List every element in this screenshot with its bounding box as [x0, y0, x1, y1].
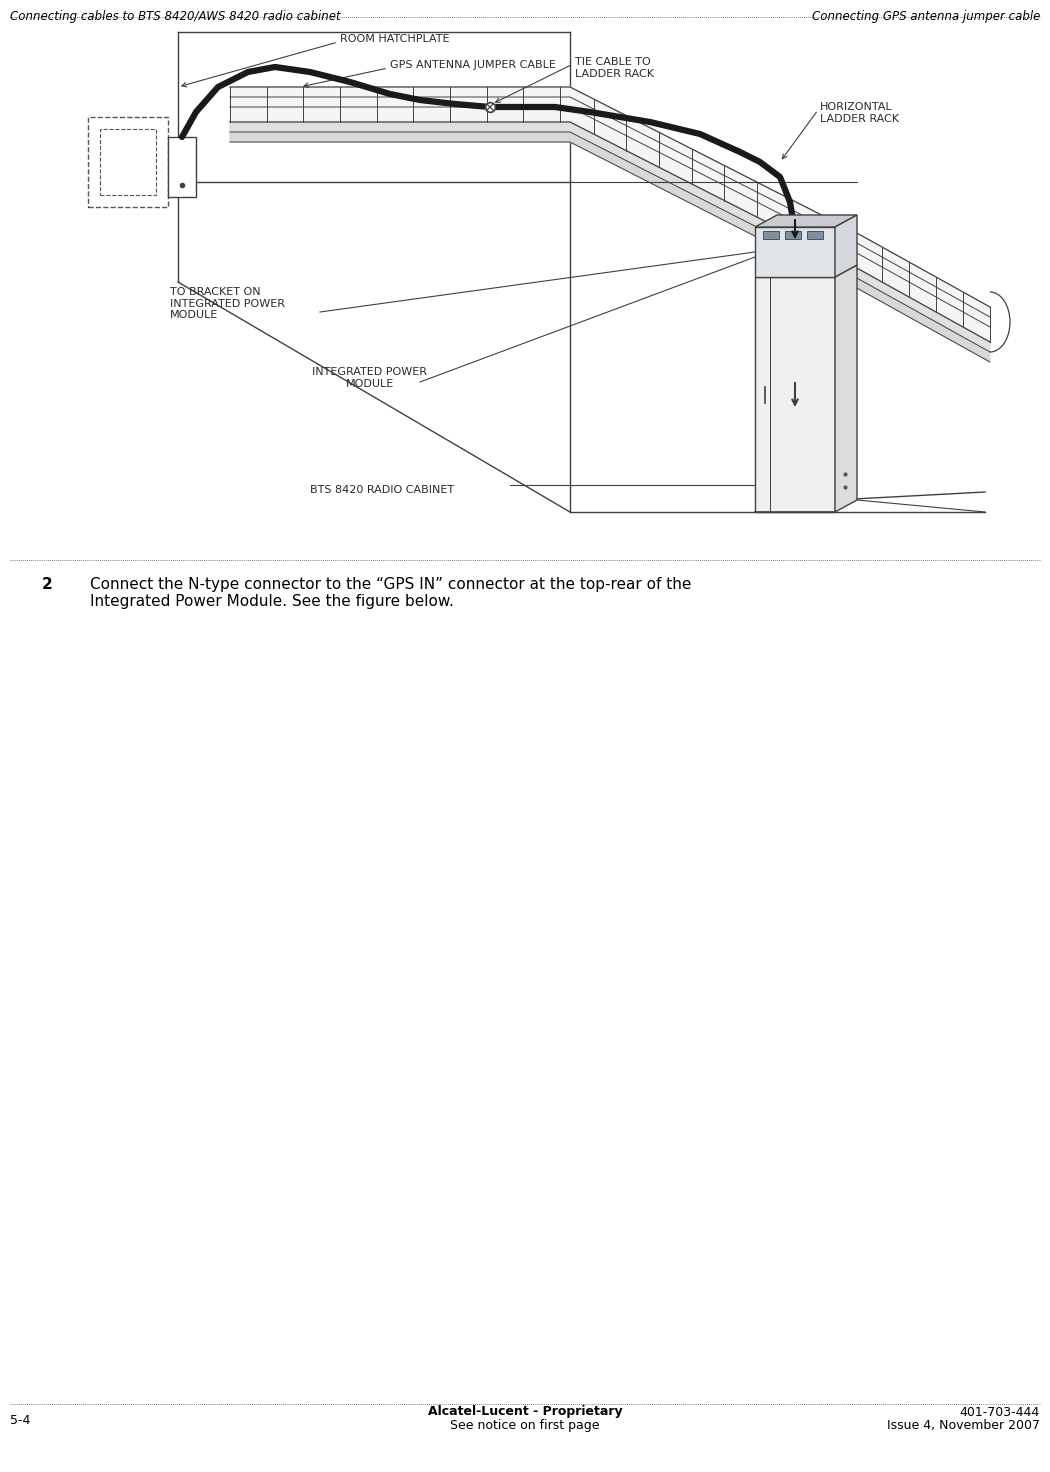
Text: Connecting GPS antenna jumper cable: Connecting GPS antenna jumper cable: [812, 10, 1040, 24]
Polygon shape: [230, 132, 855, 287]
Polygon shape: [855, 277, 990, 362]
Polygon shape: [230, 122, 855, 277]
Text: Connect the N-type connector to the “GPS IN” connector at the top-rear of the
In: Connect the N-type connector to the “GPS…: [90, 577, 691, 609]
Polygon shape: [230, 87, 855, 266]
Bar: [88, 116, 168, 208]
Polygon shape: [755, 215, 857, 227]
Bar: [763, 231, 779, 238]
Text: 401-703-444: 401-703-444: [960, 1406, 1040, 1419]
Bar: [100, 130, 156, 194]
Text: See notice on first page: See notice on first page: [450, 1419, 600, 1432]
Text: TO BRACKET ON
INTEGRATED POWER
MODULE: TO BRACKET ON INTEGRATED POWER MODULE: [170, 287, 285, 321]
Text: 5-4: 5-4: [10, 1413, 30, 1426]
Text: 2: 2: [42, 577, 52, 592]
Bar: [755, 277, 835, 512]
Text: HORIZONTAL
LADDER RACK: HORIZONTAL LADDER RACK: [820, 102, 899, 124]
Text: ROOM HATCHPLATE: ROOM HATCHPLATE: [340, 34, 449, 44]
Polygon shape: [855, 266, 990, 352]
Polygon shape: [855, 233, 990, 342]
Text: Connecting cables to BTS 8420/AWS 8420 radio cabinet: Connecting cables to BTS 8420/AWS 8420 r…: [10, 10, 340, 24]
Text: Issue 4, November 2007: Issue 4, November 2007: [887, 1419, 1040, 1432]
Polygon shape: [835, 265, 857, 512]
Polygon shape: [835, 215, 857, 277]
Bar: [168, 137, 196, 197]
Text: INTEGRATED POWER
MODULE: INTEGRATED POWER MODULE: [313, 367, 427, 389]
Bar: [785, 231, 801, 238]
Text: GPS ANTENNA JUMPER CABLE: GPS ANTENNA JUMPER CABLE: [390, 60, 555, 71]
Bar: [807, 231, 823, 238]
Text: TIE CABLE TO
LADDER RACK: TIE CABLE TO LADDER RACK: [575, 57, 654, 78]
Text: BTS 8420 RADIO CABINET: BTS 8420 RADIO CABINET: [310, 484, 454, 495]
Bar: [755, 227, 835, 277]
Text: Alcatel-Lucent - Proprietary: Alcatel-Lucent - Proprietary: [427, 1406, 623, 1419]
